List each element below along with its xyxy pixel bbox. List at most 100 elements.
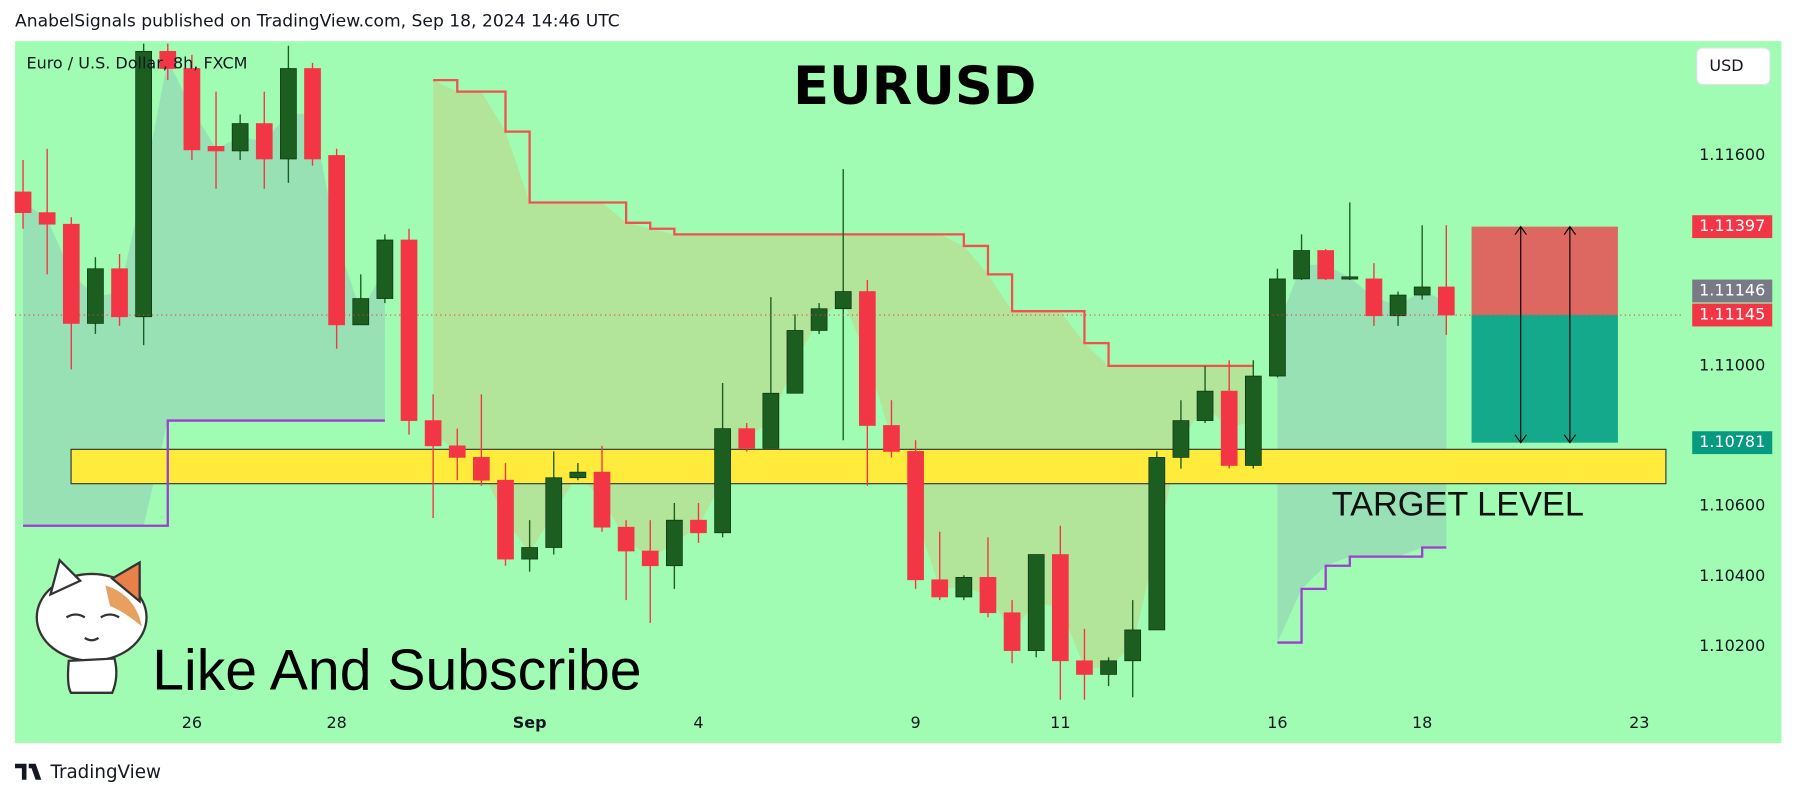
candle-body <box>1341 276 1359 280</box>
candle-body <box>617 526 635 552</box>
trend-fill <box>23 59 385 526</box>
y-tick-label: 1.10200 <box>1699 636 1765 655</box>
candle-body <box>328 155 345 326</box>
y-tick-label: 1.11600 <box>1699 145 1765 164</box>
candle-body <box>1076 660 1093 675</box>
x-tick-label: 18 <box>1412 713 1432 732</box>
candle-body <box>111 268 128 318</box>
candle-body <box>593 471 611 528</box>
candle-body <box>376 239 394 299</box>
candle-body <box>641 550 659 567</box>
candle-body <box>87 268 104 324</box>
candle-body <box>810 308 828 331</box>
x-tick-label: Sep <box>513 713 547 732</box>
candle-body <box>255 123 273 160</box>
candle-body <box>135 50 153 318</box>
candle-body <box>1124 629 1142 662</box>
candle-body <box>14 191 32 213</box>
candle-body <box>424 420 442 447</box>
price-label-bg <box>1692 279 1773 303</box>
candle-body <box>834 291 852 310</box>
x-tick-label: 23 <box>1629 713 1649 732</box>
candle-body <box>473 457 490 481</box>
candle-body <box>859 291 876 426</box>
candle-body <box>762 392 780 449</box>
candle-body <box>1148 457 1166 631</box>
y-tick-label: 1.10400 <box>1699 566 1765 585</box>
candle-body <box>62 223 80 324</box>
trend-line <box>23 419 385 527</box>
candle-body <box>231 123 249 152</box>
candle-body <box>1365 278 1383 317</box>
candle-body <box>738 428 756 449</box>
chart-title: EURUSD <box>793 56 1036 117</box>
candle-body <box>1389 294 1407 317</box>
candle-body <box>714 428 731 534</box>
trend-line <box>433 78 1254 368</box>
candle-body <box>1293 250 1310 280</box>
candle-body <box>1437 286 1455 316</box>
candle-body <box>666 519 683 567</box>
y-tick-label: 1.11000 <box>1699 355 1765 374</box>
candle-body <box>1220 390 1238 466</box>
candle-body <box>786 330 804 394</box>
price-label: 1.11145 <box>1699 305 1765 324</box>
candle-body <box>1027 554 1045 651</box>
candle-body <box>280 68 297 160</box>
candle-body <box>521 547 538 560</box>
candle-body <box>931 579 949 598</box>
candle-body <box>304 68 321 160</box>
candle-body <box>38 212 56 225</box>
price-label: 1.10781 <box>1699 432 1765 451</box>
x-tick-label: 11 <box>1050 713 1070 732</box>
candle-body <box>1244 375 1262 466</box>
target-label: TARGET LEVEL <box>1332 486 1584 524</box>
price-label-bg <box>1692 431 1773 455</box>
candle-body <box>883 425 900 452</box>
candle-body <box>545 477 563 548</box>
stop-box <box>1471 226 1618 316</box>
candle-body <box>907 451 924 581</box>
x-tick-label: 4 <box>693 713 703 732</box>
x-tick-label: 16 <box>1267 713 1287 732</box>
cat-sticker <box>35 557 148 694</box>
price-label-bg <box>1692 303 1773 327</box>
publisher-header: AnabelSignals published on TradingView.c… <box>15 12 620 32</box>
candle-body <box>1003 612 1021 651</box>
candle-body <box>448 445 466 458</box>
support-zone <box>70 448 1667 485</box>
candle-body <box>159 50 177 69</box>
candle-body <box>569 471 587 479</box>
candle-body <box>183 68 201 151</box>
candle-body <box>207 146 225 152</box>
candle-body <box>400 239 418 421</box>
price-label: 1.11146 <box>1699 281 1765 300</box>
brand-name: TradingView <box>49 762 161 783</box>
y-tick-label: 1.10600 <box>1699 496 1765 515</box>
candle-body <box>497 479 514 560</box>
x-tick-label: 26 <box>182 713 202 732</box>
trend-fill <box>433 80 1254 668</box>
x-tick-label: 28 <box>326 713 346 732</box>
price-label: 1.11397 <box>1699 216 1765 235</box>
candle-body <box>955 576 973 598</box>
currency-button[interactable] <box>1696 47 1771 86</box>
symbol-label: Euro / U.S. Dollar, 8h, FXCM <box>26 54 247 73</box>
brand-logo <box>15 763 42 780</box>
candle-body <box>1269 278 1286 377</box>
price-label-bg <box>1692 215 1773 239</box>
candle-body <box>352 298 370 326</box>
currency-label[interactable]: USD <box>1709 56 1743 75</box>
candle-body <box>1051 554 1069 662</box>
trend-line <box>1277 546 1447 644</box>
candle-body <box>1196 390 1214 421</box>
candle-body <box>1172 420 1190 458</box>
target-box <box>1471 315 1618 443</box>
candle-body <box>1100 660 1117 675</box>
candle-body <box>1413 286 1431 296</box>
promo-text: Like And Subscribe <box>152 639 641 703</box>
candle-body <box>979 576 997 614</box>
x-tick-label: 9 <box>910 713 920 732</box>
